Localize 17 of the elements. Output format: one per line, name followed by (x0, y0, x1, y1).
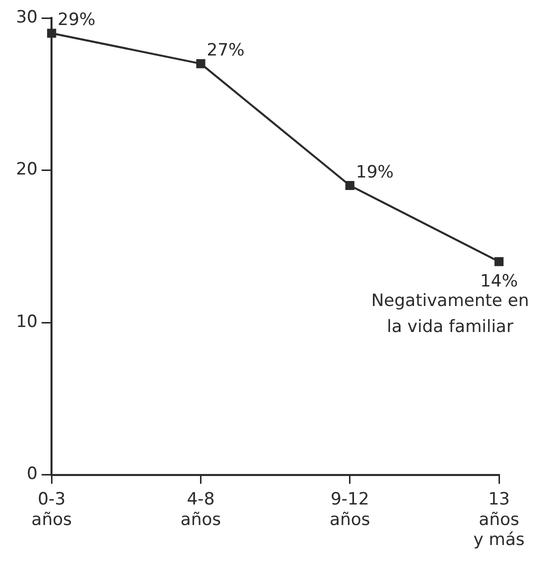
x-tick-label: 0-3 años (31, 489, 72, 530)
x-tick-label: 13 años y más (473, 489, 525, 550)
y-tick-label: 30 (16, 7, 38, 28)
point (494, 257, 504, 266)
y-tick-label: 0 (26, 464, 38, 484)
data-label: 19% (356, 162, 394, 182)
y-tick-label: 20 (16, 160, 38, 180)
point (196, 59, 206, 68)
data-label: 29% (58, 10, 96, 30)
annotation: Negativamente en la vida familiar (371, 290, 530, 337)
y-tick-label: 10 (16, 312, 38, 332)
x-tick-label: 4-8 años (180, 489, 222, 530)
data-label: 14% (480, 272, 518, 292)
data-label: 27% (206, 40, 245, 61)
x-tick-label: 9-12 años (330, 489, 370, 530)
point (47, 28, 56, 38)
point (345, 180, 354, 190)
